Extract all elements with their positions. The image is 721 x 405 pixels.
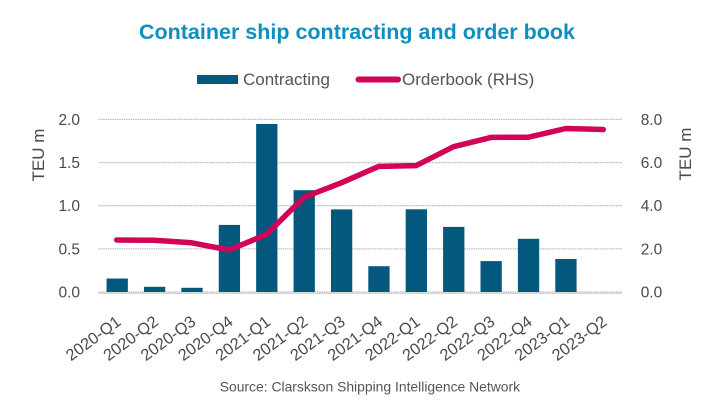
svg-text:0.0: 0.0	[641, 284, 663, 301]
svg-text:0.0: 0.0	[58, 284, 80, 301]
svg-text:6.0: 6.0	[641, 155, 663, 172]
svg-text:1.0: 1.0	[58, 198, 80, 215]
svg-text:4.0: 4.0	[641, 198, 663, 215]
svg-text:TEU m: TEU m	[29, 129, 48, 182]
svg-text:Container ship contracting and: Container ship contracting and order boo…	[139, 20, 575, 44]
svg-text:Orderbook (RHS): Orderbook (RHS)	[402, 70, 534, 89]
svg-text:8.0: 8.0	[641, 112, 663, 129]
svg-text:0.5: 0.5	[58, 241, 80, 258]
svg-text:Contracting: Contracting	[243, 70, 330, 89]
svg-text:1.5: 1.5	[58, 155, 80, 172]
svg-text:2.0: 2.0	[58, 112, 80, 129]
svg-text:Source: Clarskson Shipping Int: Source: Clarskson Shipping Intelligence …	[220, 379, 520, 395]
svg-text:TEU m: TEU m	[676, 128, 695, 181]
svg-text:2.0: 2.0	[641, 241, 663, 258]
